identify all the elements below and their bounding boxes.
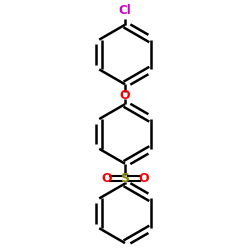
Text: O: O	[101, 172, 112, 185]
Text: O: O	[138, 172, 149, 185]
Text: O: O	[120, 89, 130, 102]
Text: S: S	[120, 172, 130, 185]
Text: Cl: Cl	[119, 4, 132, 17]
